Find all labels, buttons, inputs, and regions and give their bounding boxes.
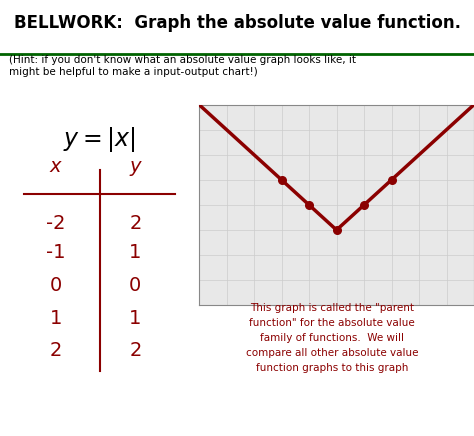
Text: (Hint: if you don't know what an absolute value graph looks like, it
might be he: (Hint: if you don't know what an absolut…	[9, 55, 356, 77]
Text: y: y	[129, 157, 141, 176]
Text: 1: 1	[129, 309, 142, 327]
Point	[333, 227, 340, 234]
Text: -2: -2	[46, 214, 65, 233]
Text: -1: -1	[46, 243, 65, 262]
Text: 1: 1	[129, 243, 142, 262]
Text: 2: 2	[129, 214, 142, 233]
Text: 0: 0	[129, 276, 142, 295]
Text: 1: 1	[50, 309, 62, 327]
Text: 2: 2	[50, 341, 62, 360]
Text: This graph is called the "parent
function" for the absolute value
family of func: This graph is called the "parent functio…	[246, 303, 418, 373]
Point	[278, 176, 285, 183]
Text: 0: 0	[50, 276, 62, 295]
Text: $y = |x|$: $y = |x|$	[64, 126, 136, 154]
Point	[388, 176, 395, 183]
Point	[305, 201, 313, 208]
Text: x: x	[50, 157, 62, 176]
Text: 2: 2	[129, 341, 142, 360]
Point	[360, 201, 368, 208]
Text: BELLWORK:  Graph the absolute value function.: BELLWORK: Graph the absolute value funct…	[14, 14, 461, 32]
